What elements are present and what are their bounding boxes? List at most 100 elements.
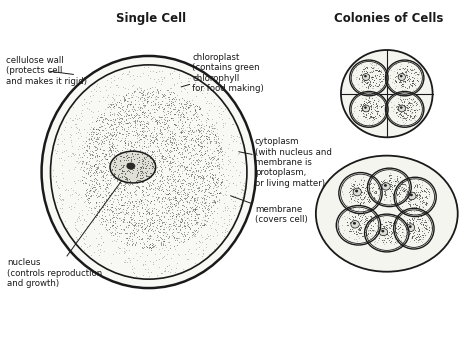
- Point: [359, 88, 366, 94]
- Point: [187, 172, 194, 178]
- Point: [121, 153, 129, 158]
- Point: [372, 94, 380, 100]
- Point: [366, 69, 374, 75]
- Point: [157, 134, 164, 139]
- Point: [408, 100, 415, 105]
- Point: [196, 107, 203, 112]
- Point: [363, 217, 371, 223]
- Point: [179, 160, 186, 165]
- Point: [374, 183, 382, 188]
- Point: [143, 118, 151, 124]
- Point: [401, 197, 409, 203]
- Point: [106, 147, 113, 153]
- Point: [367, 106, 375, 112]
- Point: [374, 229, 382, 234]
- Point: [182, 141, 189, 146]
- Point: [129, 255, 137, 261]
- Point: [190, 104, 198, 110]
- Point: [148, 193, 155, 199]
- Point: [185, 137, 193, 142]
- Point: [376, 79, 384, 84]
- Point: [397, 109, 404, 114]
- Point: [57, 131, 65, 136]
- Point: [362, 99, 370, 105]
- Ellipse shape: [384, 184, 387, 187]
- Point: [72, 235, 79, 240]
- Point: [209, 171, 216, 176]
- Point: [359, 212, 366, 218]
- Point: [139, 134, 146, 139]
- Point: [90, 141, 97, 147]
- Point: [414, 214, 422, 219]
- Point: [368, 107, 375, 112]
- Point: [154, 88, 162, 94]
- Point: [95, 218, 103, 223]
- Point: [123, 179, 131, 185]
- Point: [92, 167, 100, 172]
- Point: [403, 85, 411, 90]
- Point: [184, 180, 191, 186]
- Point: [379, 217, 386, 223]
- Point: [124, 132, 131, 138]
- Point: [121, 126, 128, 132]
- Point: [97, 215, 105, 221]
- Point: [118, 174, 126, 179]
- Point: [118, 202, 126, 208]
- Point: [374, 192, 382, 197]
- Point: [199, 140, 206, 145]
- Point: [189, 229, 196, 235]
- Point: [375, 73, 383, 79]
- Point: [357, 196, 365, 202]
- Point: [409, 179, 416, 184]
- Point: [112, 162, 120, 168]
- Point: [401, 186, 409, 192]
- Point: [141, 219, 148, 225]
- Point: [189, 232, 196, 238]
- Point: [77, 117, 85, 122]
- Point: [161, 105, 168, 111]
- Point: [358, 105, 366, 110]
- Point: [74, 193, 82, 198]
- Point: [132, 183, 139, 188]
- Point: [86, 165, 93, 171]
- Point: [119, 132, 127, 137]
- Point: [413, 187, 420, 192]
- Point: [202, 117, 210, 122]
- Point: [110, 152, 118, 158]
- Point: [349, 110, 357, 116]
- Point: [181, 223, 189, 229]
- Point: [200, 197, 208, 202]
- Point: [194, 194, 201, 199]
- Point: [120, 182, 128, 188]
- Point: [402, 184, 410, 189]
- Point: [346, 189, 353, 195]
- Ellipse shape: [382, 183, 390, 190]
- Point: [109, 158, 117, 163]
- Point: [201, 168, 209, 174]
- Point: [105, 190, 112, 195]
- Point: [80, 96, 88, 102]
- Point: [148, 134, 156, 139]
- Point: [394, 107, 401, 113]
- Point: [112, 214, 119, 220]
- Point: [418, 234, 425, 240]
- Point: [108, 111, 115, 117]
- Point: [137, 104, 144, 109]
- Point: [167, 160, 174, 166]
- Point: [343, 214, 351, 220]
- Point: [146, 141, 154, 146]
- Point: [187, 205, 194, 211]
- Point: [108, 102, 115, 108]
- Point: [74, 177, 82, 183]
- Point: [371, 191, 379, 196]
- Point: [413, 96, 420, 102]
- Point: [212, 138, 220, 143]
- Point: [198, 196, 206, 201]
- Point: [419, 204, 427, 210]
- Point: [379, 227, 386, 232]
- Point: [75, 115, 83, 121]
- Point: [139, 102, 146, 108]
- Point: [117, 196, 125, 201]
- Point: [193, 179, 201, 185]
- Point: [179, 266, 187, 271]
